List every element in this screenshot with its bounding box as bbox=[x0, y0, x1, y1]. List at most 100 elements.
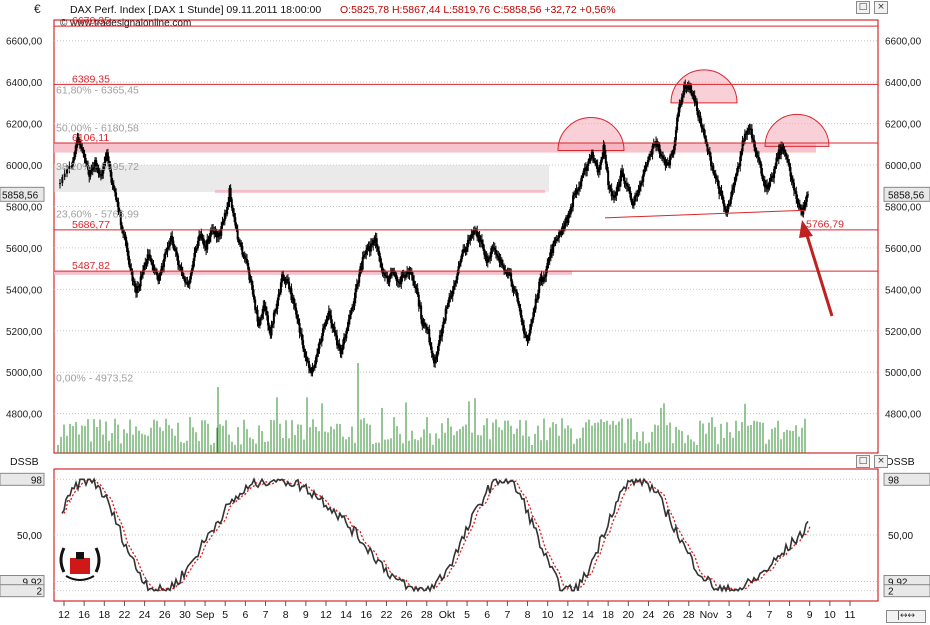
price-candle bbox=[163, 258, 166, 267]
price-candle bbox=[394, 274, 397, 276]
price-candle bbox=[731, 190, 734, 197]
price-candle bbox=[727, 203, 730, 210]
price-candle bbox=[642, 174, 645, 182]
price-candle bbox=[596, 164, 599, 173]
price-candle bbox=[359, 266, 362, 274]
price-candle bbox=[219, 232, 222, 236]
price-candle bbox=[450, 295, 453, 297]
price-candle bbox=[667, 162, 670, 166]
panel-close-button[interactable]: × bbox=[874, 1, 888, 14]
price-candle bbox=[376, 246, 379, 251]
price-candle bbox=[496, 253, 499, 256]
price-candle bbox=[387, 278, 390, 283]
price-candle bbox=[438, 335, 441, 344]
price-candle bbox=[131, 271, 134, 282]
price-candle bbox=[775, 157, 778, 167]
price-candle bbox=[534, 298, 537, 310]
price-candle bbox=[743, 133, 746, 141]
price-candle bbox=[795, 191, 798, 199]
price-candle bbox=[150, 258, 153, 263]
price-candle bbox=[192, 260, 195, 269]
price-candle bbox=[577, 187, 580, 191]
price-candle bbox=[443, 320, 446, 322]
price-candle bbox=[331, 323, 334, 328]
ohlc-readout: O:5825,78 H:5867,44 L:5819,76 C:5858,56 … bbox=[340, 4, 616, 16]
time-tick-label: 18 bbox=[98, 609, 110, 621]
price-candle bbox=[526, 337, 529, 341]
time-axis: 12 16 18 22 24 26 30 Sep 5 6 7 8 9 12 14 16 22 26 28 Okt 5 6 7… bbox=[58, 601, 856, 621]
price-candle bbox=[343, 337, 346, 345]
price-tick-label-left: 5600,00 bbox=[6, 244, 43, 255]
indicator-close-button[interactable]: × bbox=[874, 455, 888, 468]
price-candle bbox=[746, 130, 749, 135]
price-candle bbox=[108, 160, 111, 165]
price-candle bbox=[251, 285, 254, 295]
price-candle bbox=[542, 277, 545, 281]
price-candle bbox=[637, 190, 640, 194]
price-candle bbox=[271, 323, 274, 325]
price-candle bbox=[166, 246, 169, 252]
price-candle bbox=[113, 188, 116, 193]
price-candle bbox=[754, 147, 757, 153]
price-candle bbox=[371, 243, 374, 245]
price-candle bbox=[726, 209, 729, 215]
panel-maximize-button[interactable]: □ bbox=[856, 1, 870, 14]
price-tick-label-right: 5400,00 bbox=[885, 285, 922, 296]
price-zones bbox=[54, 69, 830, 275]
price-candle bbox=[719, 190, 722, 194]
price-candle bbox=[243, 256, 246, 259]
price-candle bbox=[122, 230, 125, 234]
price-candle bbox=[187, 283, 190, 285]
price-candle bbox=[92, 167, 95, 169]
price-candle bbox=[607, 170, 610, 186]
price-candle bbox=[124, 234, 127, 241]
price-candle bbox=[296, 314, 299, 320]
price-candle bbox=[264, 306, 267, 311]
price-candle bbox=[425, 327, 428, 331]
price-candle bbox=[514, 289, 517, 292]
price-candle bbox=[424, 325, 427, 328]
price-candle bbox=[104, 156, 107, 163]
time-tick-label: Nov bbox=[700, 609, 719, 621]
price-candle bbox=[802, 207, 805, 215]
price-candle bbox=[203, 245, 206, 247]
price-candle bbox=[181, 272, 184, 277]
price-candle bbox=[348, 315, 351, 320]
price-candle bbox=[540, 277, 543, 282]
price-candle bbox=[694, 101, 697, 103]
price-candle bbox=[224, 213, 227, 215]
grid-lines bbox=[54, 40, 878, 415]
price-candle bbox=[760, 163, 763, 174]
price-candle bbox=[465, 247, 468, 253]
indicator-maximize-button[interactable]: □ bbox=[856, 455, 870, 468]
price-candle bbox=[189, 273, 192, 280]
time-tick-label: 22 bbox=[381, 609, 393, 621]
price-tick-label-right: 5600,00 bbox=[885, 244, 922, 255]
price-candle bbox=[683, 84, 686, 95]
price-candle bbox=[380, 262, 383, 268]
scroll-resize-icon[interactable]: |↔↔ bbox=[886, 610, 926, 623]
price-candle bbox=[477, 234, 480, 238]
price-candle bbox=[274, 310, 277, 313]
price-candle bbox=[411, 275, 414, 281]
time-tick-label: 12 bbox=[562, 609, 574, 621]
price-candle bbox=[361, 256, 364, 270]
price-candle bbox=[255, 309, 258, 311]
price-candle bbox=[427, 329, 430, 331]
price-candle bbox=[302, 340, 305, 349]
price-candle bbox=[341, 344, 344, 351]
price-candle bbox=[270, 324, 273, 336]
price-candle bbox=[511, 281, 514, 288]
price-candle bbox=[133, 280, 136, 287]
price-candle bbox=[193, 252, 196, 261]
price-candle bbox=[459, 258, 462, 264]
time-tick-label: 6 bbox=[242, 609, 248, 621]
price-candle bbox=[98, 173, 101, 176]
price-candle bbox=[673, 140, 676, 151]
price-candle bbox=[195, 248, 198, 250]
price-candle bbox=[648, 156, 651, 161]
price-candle bbox=[71, 160, 74, 166]
price-candle bbox=[407, 271, 410, 275]
price-candle bbox=[96, 167, 99, 170]
price-candle bbox=[242, 254, 245, 257]
